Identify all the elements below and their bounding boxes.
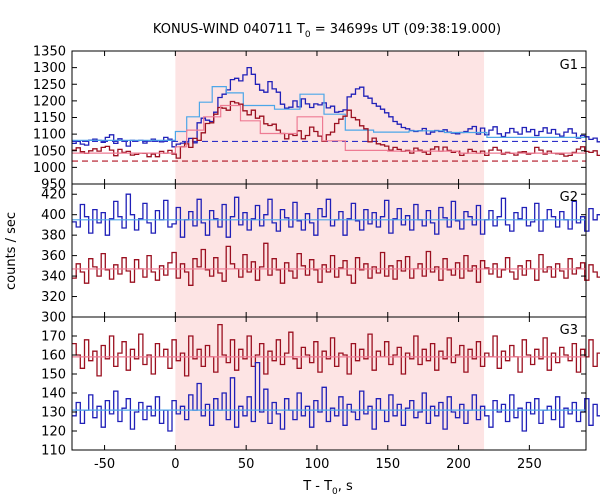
xtick-label: 50 — [238, 457, 255, 472]
y-axis-label: counts / sec — [4, 212, 19, 290]
ytick-label-g2: 420 — [41, 188, 66, 203]
xtick-label: 200 — [446, 457, 471, 472]
trigger-interval-shading — [175, 51, 485, 450]
ytick-label-g3: 140 — [41, 387, 66, 402]
series-g2-red-histogram — [72, 242, 600, 286]
ytick-label-g1: 1350 — [33, 45, 66, 60]
ytick-label-g1: 1250 — [33, 78, 66, 93]
ytick-label-g1: 1000 — [33, 161, 66, 176]
series-g1-blue-model — [72, 86, 586, 141]
light-curve-series — [72, 66, 600, 432]
shaded-region-g1 — [175, 51, 485, 184]
ytick-label-g2: 360 — [41, 249, 66, 264]
ytick-label-g1: 1100 — [33, 128, 66, 143]
axis-ticks: 9501000105011001150120012501300135030032… — [33, 45, 586, 472]
ytick-label-g2: 400 — [41, 208, 66, 223]
ytick-label-g2: 300 — [41, 311, 66, 326]
xtick-label: 150 — [375, 457, 400, 472]
series-g3-blue-histogram — [72, 361, 600, 432]
ytick-label-g3: 110 — [41, 444, 66, 459]
ytick-label-g3: 150 — [41, 368, 66, 383]
chart-title: KONUS-WIND 040711 T0 = 34699s UT (09:38:… — [153, 22, 501, 40]
series-g2-blue-histogram — [72, 193, 600, 238]
series-g1-red-model — [72, 104, 586, 154]
ytick-label-g2: 380 — [41, 229, 66, 244]
xtick-label: 0 — [171, 457, 179, 472]
ytick-label-g3: 120 — [41, 425, 66, 440]
panel-label-g3: G3 — [560, 323, 578, 338]
ytick-label-g2: 340 — [41, 270, 66, 285]
series-g3-red-histogram — [72, 323, 600, 377]
ytick-label-g1: 950 — [41, 178, 66, 193]
ytick-label-g1: 1200 — [33, 94, 66, 109]
shaded-region-g3 — [175, 317, 485, 450]
xtick-label: -50 — [94, 457, 115, 472]
ytick-label-g3: 170 — [41, 330, 66, 345]
xtick-label: 250 — [517, 457, 542, 472]
panel-label-g1: G1 — [560, 58, 578, 73]
x-axis-label: T - T0, s — [302, 479, 353, 497]
ytick-label-g1: 1150 — [33, 111, 66, 126]
ytick-label-g1: 1050 — [33, 144, 66, 159]
ytick-label-g3: 130 — [41, 406, 66, 421]
ytick-label-g2: 320 — [41, 290, 66, 305]
xtick-label: 100 — [305, 457, 330, 472]
panel-label-g2: G2 — [560, 190, 578, 205]
panel-frame-g3 — [71, 316, 587, 451]
ytick-label-g1: 1300 — [33, 61, 66, 76]
ytick-label-g3: 160 — [41, 349, 66, 364]
